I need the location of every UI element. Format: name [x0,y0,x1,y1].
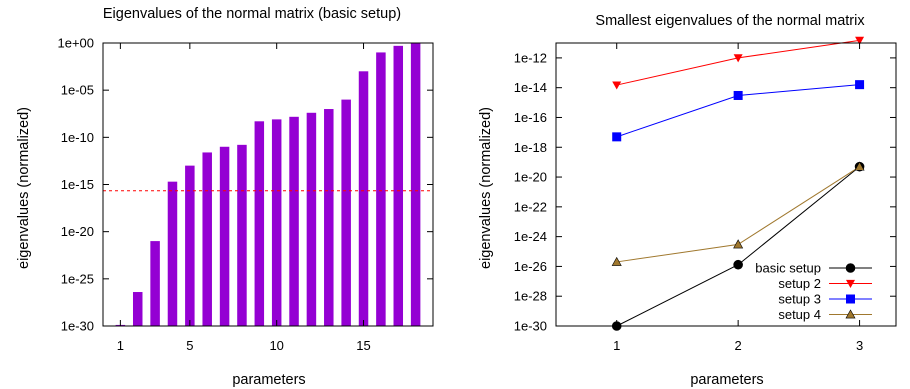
y-tick-label: 1e-22 [514,199,547,214]
bar [185,165,195,326]
x-tick-label: 10 [269,338,283,353]
y-tick-label: 1e-15 [61,177,94,192]
legend-label: setup 4 [778,307,821,322]
left-chart: Eigenvalues of the normal matrix (basic … [16,6,434,388]
y-tick-label: 1e-05 [61,83,94,98]
x-tick-label: 3 [856,338,863,353]
bar [202,152,212,326]
legend-item: setup 4 [778,307,872,322]
data-point [733,90,743,100]
right-series [611,36,865,331]
y-tick-label: 1e-20 [514,170,547,185]
bar [289,116,299,326]
series-setup-4 [611,161,865,266]
bar [271,119,282,326]
data-point [845,263,856,273]
bar [254,121,265,326]
y-tick-label: 1e-24 [514,229,547,244]
y-tick-label: 1e-30 [514,319,547,334]
bar [167,181,178,326]
left-y-axis-label: eigenvalues (normalized) [16,107,32,269]
data-point [855,80,865,90]
bar [219,146,230,326]
y-tick-label: 1e-28 [514,289,547,304]
left-chart-title: Eigenvalues of the normal matrix (basic … [103,6,401,22]
data-point [733,259,743,270]
data-point [611,256,622,266]
data-point [855,36,865,45]
legend-label: setup 3 [778,292,821,307]
right-axes: 1e-30 1e-28 1e-26 1e-24 1e-22 1e-20 1e-18 1e-16… [514,43,896,353]
data-point [845,309,856,319]
data-point [612,132,622,142]
y-tick-label: 1e+00 [57,36,94,51]
y-tick-label: 1e-14 [514,80,547,95]
y-tick-label: 1e-20 [61,224,94,239]
right-chart: Smallest eigenvalues of the normal matri… [478,13,897,388]
bar [150,241,160,326]
bar [237,144,247,326]
series-setup-2 [612,36,865,90]
legend-item: basic setup [755,261,872,276]
bar [132,292,143,326]
data-point [846,294,855,304]
y-tick-label: 1e-30 [61,319,94,334]
y-tick-label: 1e-12 [514,50,547,65]
right-y-axis-label: eigenvalues (normalized) [478,107,494,269]
data-point [846,279,855,288]
x-tick-label: 15 [356,338,370,353]
series-setup-3 [612,80,865,142]
legend-label: setup 2 [778,276,821,291]
legend-item: setup 2 [778,276,872,291]
left-plot-frame [102,42,434,327]
data-point [733,54,743,63]
bar [410,43,421,326]
bar [393,45,404,326]
right-chart-title: Smallest eigenvalues of the normal matri… [595,13,865,29]
y-tick-label: 1e-26 [514,259,547,274]
legend-item: setup 3 [778,292,872,307]
bar [341,99,351,326]
right-x-axis-label: parameters [690,372,763,388]
legend-label: basic setup [755,261,821,276]
x-tick-label: 2 [735,338,742,353]
right-plot-frame [555,42,897,327]
y-tick-label: 1e-25 [61,271,94,286]
x-tick-label: 1 [613,338,620,353]
data-point [854,161,865,171]
bar [376,52,386,326]
y-tick-label: 1e-10 [61,130,94,145]
y-tick-label: 1e-16 [514,110,547,125]
bar [306,112,317,326]
data-point [612,81,622,90]
y-tick-label: 1e-18 [514,140,547,155]
left-x-axis-label: parameters [232,372,305,388]
left-bars [115,43,421,327]
data-point [733,239,744,249]
x-tick-label: 1 [117,338,124,353]
bar [358,71,369,326]
bar [324,109,334,327]
x-tick-label: 5 [186,338,193,353]
